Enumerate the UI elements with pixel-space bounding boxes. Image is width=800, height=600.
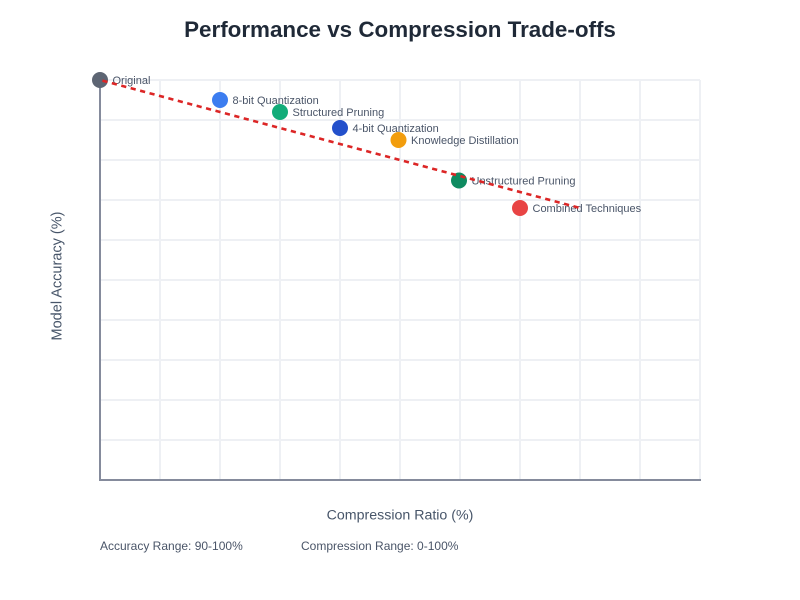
svg-text:Knowledge Distillation: Knowledge Distillation bbox=[411, 135, 519, 147]
svg-text:Structured Pruning: Structured Pruning bbox=[293, 107, 385, 119]
svg-text:Compression Ratio (%): Compression Ratio (%) bbox=[327, 508, 474, 524]
svg-text:4-bit Quantization: 4-bit Quantization bbox=[353, 123, 439, 135]
svg-text:Unstructured Pruning: Unstructured Pruning bbox=[472, 176, 576, 188]
svg-text:Performance vs Compression Tra: Performance vs Compression Trade-offs bbox=[184, 17, 616, 42]
svg-text:Combined Techniques: Combined Techniques bbox=[533, 203, 642, 215]
svg-text:8-bit Quantization: 8-bit Quantization bbox=[233, 95, 319, 107]
svg-text:Accuracy Range: 90-100%: Accuracy Range: 90-100% bbox=[100, 539, 243, 553]
svg-text:Compression Range: 0-100%: Compression Range: 0-100% bbox=[301, 539, 459, 553]
svg-text:Original: Original bbox=[113, 75, 151, 87]
svg-text:Model Accuracy (%): Model Accuracy (%) bbox=[49, 212, 65, 341]
